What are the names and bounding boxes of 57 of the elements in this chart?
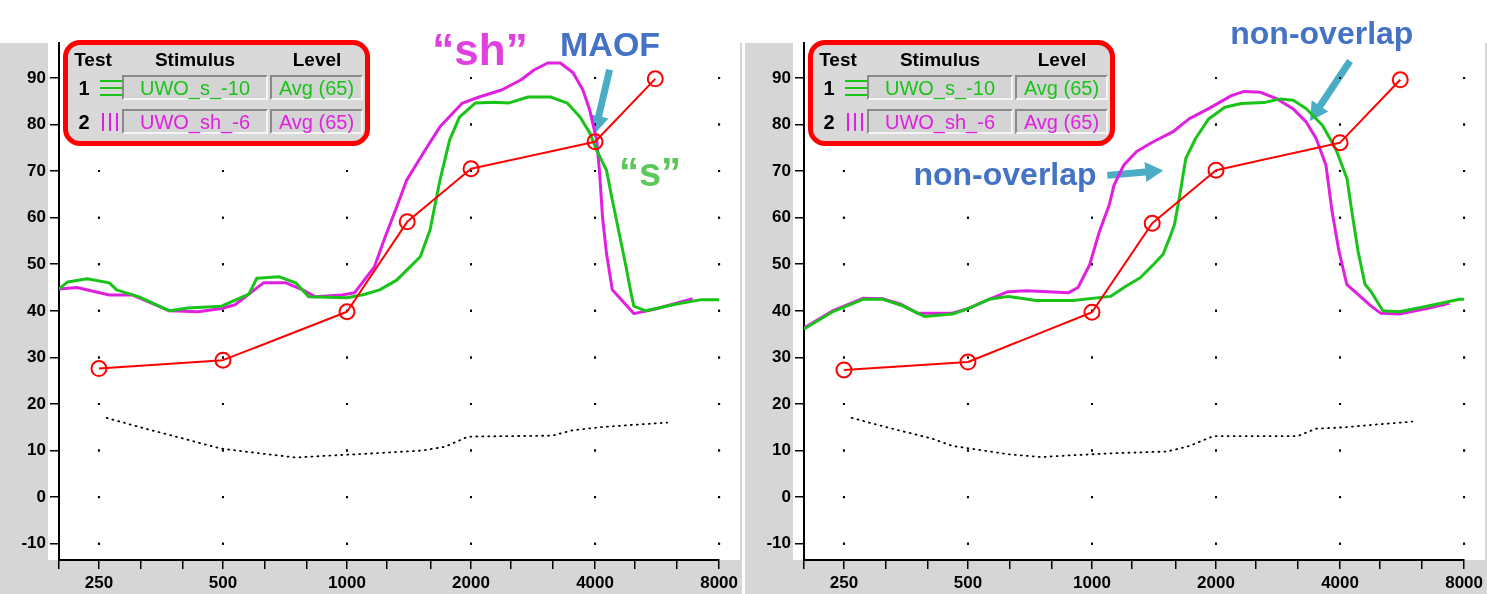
y-tick-label: 80 [772,114,791,134]
x-tick-label: 250 [829,572,859,592]
annotation: “s” [618,150,682,194]
y-tick-label: 0 [781,486,791,506]
x-tick-label: 1000 [328,572,366,592]
annotation: Level [292,49,342,70]
y-tick-label: 90 [772,67,791,87]
annotation: Test [819,49,857,70]
annotation: Stimulus [899,49,981,70]
annotation: Avg (65) [278,76,355,99]
x-tick-label: 1000 [1073,572,1111,592]
x-tick-label: 500 [208,572,238,592]
y-tick-label: 10 [772,440,791,460]
y-tick-label: 90 [27,67,46,87]
annotation: “sh” [432,25,528,74]
annotation: MAOF [560,24,661,63]
y-tick-label: -10 [766,533,791,553]
y-tick-label: 10 [27,440,46,460]
annotation: non-overlap [1230,14,1414,51]
y-tick-label: 30 [772,347,791,367]
x-tick-label: 2000 [1197,572,1235,592]
annotation: 1 [823,77,835,99]
y-tick-label: 0 [36,486,46,506]
annotation: Avg (65) [278,110,355,133]
annotation: Test [74,49,112,70]
x-tick-label: 500 [953,572,983,592]
y-tick-label: 60 [27,207,46,227]
y-tick-label: 30 [27,347,46,367]
y-tick-label: 70 [27,160,46,180]
annotation: Avg (65) [1023,76,1100,99]
y-tick-label: 20 [27,393,46,413]
annotation: non-overlap [913,156,1097,192]
legend-label: UWO_sh_-6 [884,110,996,133]
legend-label: UWO_sh_-6 [139,110,251,133]
y-tick-label: 60 [772,207,791,227]
annotation: 2 [78,111,90,133]
annotation: 1 [78,77,90,99]
x-tick-label: 8000 [1445,572,1483,592]
y-tick-label: 40 [772,300,791,320]
x-tick-label: 2000 [452,572,490,592]
legend-label: UWO_s_-10 [139,76,251,99]
annotation: Stimulus [154,49,236,70]
y-tick-label: -10 [21,533,46,553]
x-tick-label: 8000 [700,572,738,592]
y-tick-label: 70 [772,160,791,180]
annotation: 2 [823,111,835,133]
x-tick-label: 250 [84,572,114,592]
x-tick-label: 4000 [576,572,614,592]
y-tick-label: 50 [27,253,46,273]
y-tick-label: 20 [772,393,791,413]
annotation: Level [1037,49,1087,70]
x-tick-label: 4000 [1321,572,1359,592]
y-tick-label: 50 [772,253,791,273]
annotation: Avg (65) [1023,110,1100,133]
y-tick-label: 40 [27,300,46,320]
y-tick-label: 80 [27,114,46,134]
legend-label: UWO_s_-10 [884,76,996,99]
